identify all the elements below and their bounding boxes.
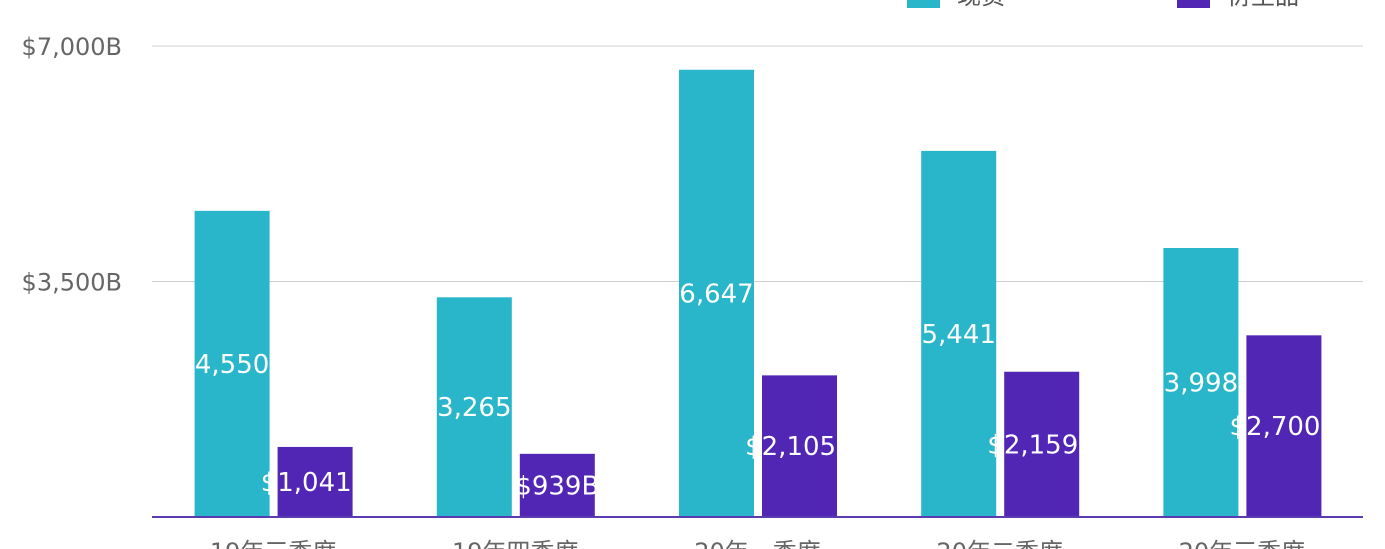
bar bbox=[762, 375, 837, 517]
legend-label: 衍生品 bbox=[1227, 0, 1299, 10]
data-label: 5,441 bbox=[921, 320, 995, 350]
y-tick-label: $7,000B bbox=[22, 33, 122, 61]
x-tick-label: 19年三季度 bbox=[210, 538, 337, 549]
legend-swatch bbox=[907, 0, 940, 8]
data-label: $2,159B bbox=[987, 430, 1096, 460]
legend-swatch bbox=[1177, 0, 1210, 8]
data-label: $939B bbox=[515, 471, 599, 501]
y-tick-label: $3,500B bbox=[22, 269, 122, 297]
bar bbox=[921, 150, 997, 517]
x-tick-label: 20年二季度 bbox=[936, 538, 1063, 549]
bar bbox=[1163, 247, 1239, 518]
data-label: 3,265 bbox=[437, 393, 511, 423]
bar bbox=[679, 69, 754, 517]
x-tick-label: 20年一季度 bbox=[694, 538, 821, 549]
bar bbox=[436, 297, 512, 517]
bar bbox=[1246, 335, 1322, 517]
x-tick-label: 20年三季度 bbox=[1179, 538, 1306, 549]
bar bbox=[519, 453, 595, 517]
legend-label: 现货 bbox=[957, 0, 1005, 10]
data-label: $1,041B bbox=[261, 468, 370, 498]
data-label: $2,700B bbox=[1229, 412, 1338, 442]
data-label: $2,105B bbox=[745, 432, 854, 462]
bar bbox=[1004, 371, 1080, 517]
x-tick-label: 19年四季度 bbox=[452, 538, 579, 549]
bar bbox=[194, 210, 270, 517]
bar bbox=[277, 446, 353, 517]
data-label: 4,550 bbox=[195, 350, 269, 380]
data-label: 6,647 bbox=[679, 279, 753, 309]
data-label: 3,998 bbox=[1164, 368, 1238, 398]
